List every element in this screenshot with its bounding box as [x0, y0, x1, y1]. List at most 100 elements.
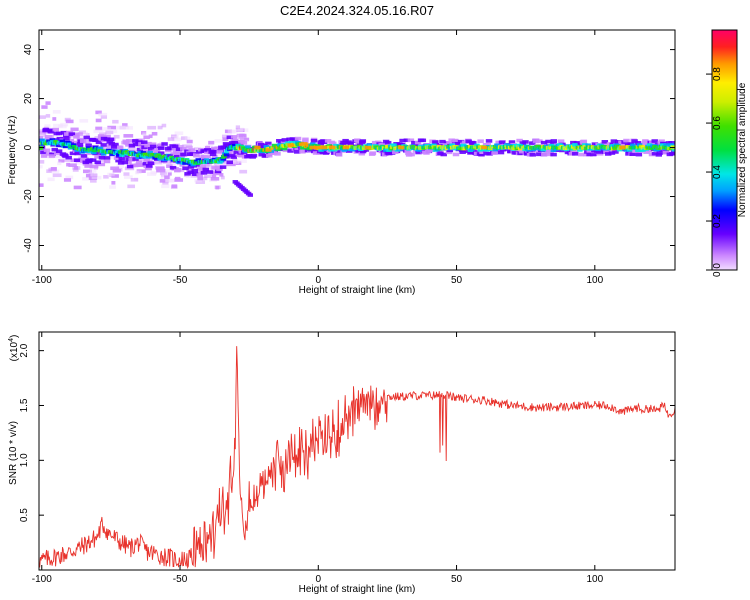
spectral-cell — [68, 163, 77, 167]
spectral-cell — [157, 125, 163, 130]
spectral-cell — [315, 145, 322, 150]
colorbar-label: Normalized spectral amplitude — [737, 82, 748, 217]
spectral-cell — [445, 150, 453, 155]
spectral-cell — [126, 139, 133, 143]
spectral-cell — [193, 163, 200, 167]
spectral-cell — [226, 162, 236, 167]
spectral-cell — [167, 146, 174, 150]
spectral-cell — [635, 148, 641, 153]
spectral-cell — [126, 164, 134, 169]
spectral-cell — [111, 174, 119, 178]
y-tick-label: 1.5 — [19, 398, 30, 412]
spectral-cell — [111, 181, 116, 185]
colorbar-ticks: 0.0 0.2 0.4 0.6 0.8 — [706, 67, 723, 277]
spectral-cell — [224, 143, 231, 148]
spectral-cell — [52, 133, 58, 138]
spectral-cell — [671, 147, 675, 152]
spectral-cell — [97, 146, 104, 151]
spectral-cell — [623, 138, 630, 143]
spectral-cell — [550, 152, 557, 157]
spectral-cell — [147, 150, 153, 155]
x-tick-label: 100 — [586, 574, 603, 585]
spectral-cell — [106, 144, 114, 148]
spectral-cell — [147, 161, 155, 166]
spectral-cell — [596, 150, 603, 154]
spectral-cell — [161, 142, 168, 146]
spectral-cell — [162, 180, 169, 185]
spectral-cell — [355, 141, 362, 145]
spectral-cell — [179, 162, 188, 167]
spectral-cell — [209, 152, 217, 157]
spectral-cell — [206, 162, 212, 167]
spectral-cell — [55, 131, 63, 136]
spectral-cell — [166, 164, 173, 168]
snr-line-layer — [39, 346, 675, 570]
spectral-cell — [103, 175, 109, 179]
spectral-cell — [582, 143, 588, 147]
spectral-cell — [626, 147, 633, 152]
spectral-cell — [391, 143, 397, 148]
spectral-cell — [415, 150, 422, 155]
spectral-cell — [129, 163, 139, 168]
spectral-cell — [302, 137, 309, 142]
spectral-cell — [585, 143, 591, 148]
spectral-cell — [73, 185, 82, 190]
spectral-cell — [396, 142, 404, 147]
colorbar: 0.0 0.2 0.4 0.6 0.8 Normalized spectral ampl… — [706, 29, 748, 277]
y-tick-label: 0 — [23, 144, 34, 150]
spectral-cell — [156, 168, 166, 173]
spectral-cell — [266, 153, 273, 158]
spectral-cell — [465, 139, 472, 144]
spectral-cell — [651, 151, 659, 156]
spectral-cell — [182, 166, 189, 171]
spectral-cell — [65, 175, 74, 180]
spectral-cell — [245, 145, 251, 150]
spectral-cell — [82, 176, 92, 181]
spectral-cell — [88, 137, 96, 142]
spectral-cell — [94, 160, 101, 165]
spectral-cell — [491, 151, 498, 155]
spectral-cell — [570, 140, 577, 145]
spectral-cell — [39, 136, 44, 140]
spectral-cell — [141, 140, 148, 145]
y-tick-label: 2.0 — [19, 343, 30, 357]
spectral-cell — [294, 136, 302, 141]
spectral-cell — [199, 164, 207, 168]
spectral-cell — [204, 174, 214, 178]
spectral-cell — [115, 152, 122, 157]
spectral-cell — [625, 152, 632, 156]
spectral-cell — [485, 139, 493, 143]
spectral-cell — [457, 139, 465, 144]
spectral-cell — [63, 136, 70, 141]
spectral-cell — [220, 145, 228, 149]
spectral-cell — [341, 148, 348, 152]
spectral-cell — [42, 127, 50, 132]
spectral-cell — [416, 148, 422, 152]
spectral-cell — [45, 101, 51, 105]
spectral-cell — [121, 160, 129, 165]
spectral-cell — [57, 161, 62, 166]
spectral-cell — [195, 171, 205, 175]
spectrogram-panel: -100 -50 0 50 100 -40 -20 0 20 40 Height of strai… — [7, 29, 676, 296]
spectral-cell — [41, 105, 48, 109]
spectral-cell — [113, 134, 120, 139]
spectral-cell — [498, 140, 506, 145]
spectral-cell — [235, 125, 241, 129]
spectral-cell — [93, 129, 104, 134]
spectral-cell — [214, 139, 224, 143]
spectral-cell — [70, 132, 80, 137]
spectral-cell — [116, 164, 124, 168]
spectral-cell — [221, 134, 227, 139]
spectral-cell — [165, 178, 175, 183]
spectral-cell — [116, 125, 126, 130]
spectral-cell — [148, 134, 153, 139]
spectral-cell — [110, 145, 118, 149]
spectral-cell — [109, 152, 115, 157]
spectral-cell — [142, 161, 150, 166]
spectral-cell — [137, 150, 143, 155]
spectral-cell — [62, 144, 69, 149]
spectral-cell — [143, 158, 151, 162]
spectral-cell — [99, 132, 107, 136]
spectral-cell — [171, 146, 179, 150]
spectral-cell — [39, 133, 44, 138]
